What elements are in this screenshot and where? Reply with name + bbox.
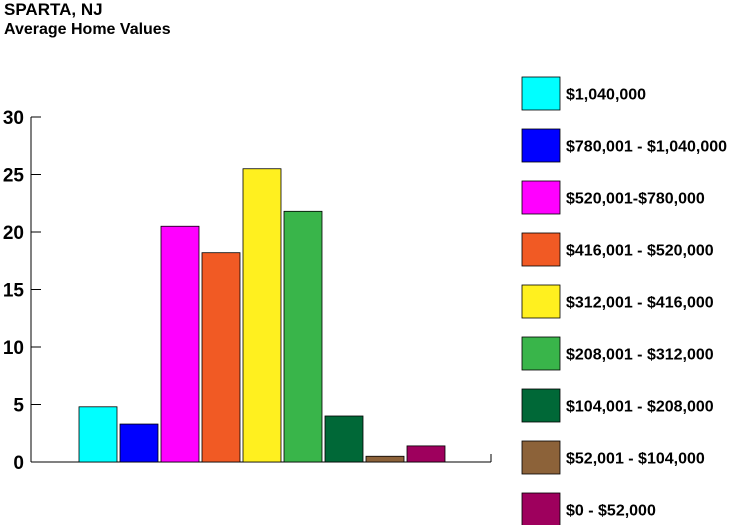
bar <box>201 252 241 463</box>
legend-label: $208,001 - $312,000 <box>566 347 714 364</box>
legend-label: $104,001 - $208,000 <box>566 399 714 416</box>
chart-legend: $1,040,000 $780,001 - $1,040,000 $520,001-… <box>521 76 727 525</box>
bar <box>283 210 323 463</box>
legend-label: $416,001 - $520,000 <box>566 243 714 260</box>
legend-label: $52,001 - $104,000 <box>566 451 705 468</box>
legend-swatch <box>521 492 561 525</box>
bar <box>365 455 405 463</box>
legend-swatch <box>521 180 561 215</box>
chart-bars <box>78 168 446 463</box>
bar <box>242 168 282 463</box>
y-tick-label: 20 <box>3 223 24 244</box>
y-tick-label: 0 <box>13 453 24 474</box>
legend-label: $780,001 - $1,040,000 <box>566 139 727 156</box>
legend-label: $0 - $52,000 <box>566 503 656 520</box>
legend-swatch <box>521 128 561 163</box>
bar <box>119 423 159 463</box>
chart-title: SPARTA, NJ <box>4 0 103 19</box>
legend-swatch <box>521 232 561 267</box>
y-tick-label: 25 <box>3 166 25 187</box>
bar <box>324 415 364 463</box>
legend-label: $312,001 - $416,000 <box>566 295 714 312</box>
legend-label: $1,040,000 <box>566 87 646 104</box>
bar <box>78 406 118 463</box>
legend-swatch <box>521 336 561 371</box>
bar <box>160 225 200 463</box>
y-tick-label: 15 <box>3 281 25 302</box>
legend-label: $520,001-$780,000 <box>566 191 705 208</box>
y-tick-label: 5 <box>13 396 24 417</box>
legend-swatch <box>521 284 561 319</box>
y-tick-label: 10 <box>3 338 24 359</box>
legend-swatch <box>521 76 561 111</box>
y-tick-label: 30 <box>3 108 24 129</box>
legend-swatch <box>521 440 561 475</box>
bar <box>406 445 446 463</box>
chart-subtitle: Average Home Values <box>4 21 171 38</box>
legend-swatch <box>521 388 561 423</box>
